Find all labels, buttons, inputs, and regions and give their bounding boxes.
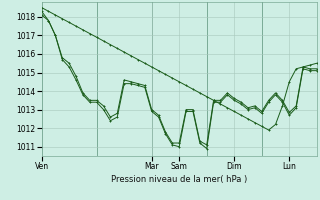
X-axis label: Pression niveau de la mer( hPa ): Pression niveau de la mer( hPa )	[111, 175, 247, 184]
